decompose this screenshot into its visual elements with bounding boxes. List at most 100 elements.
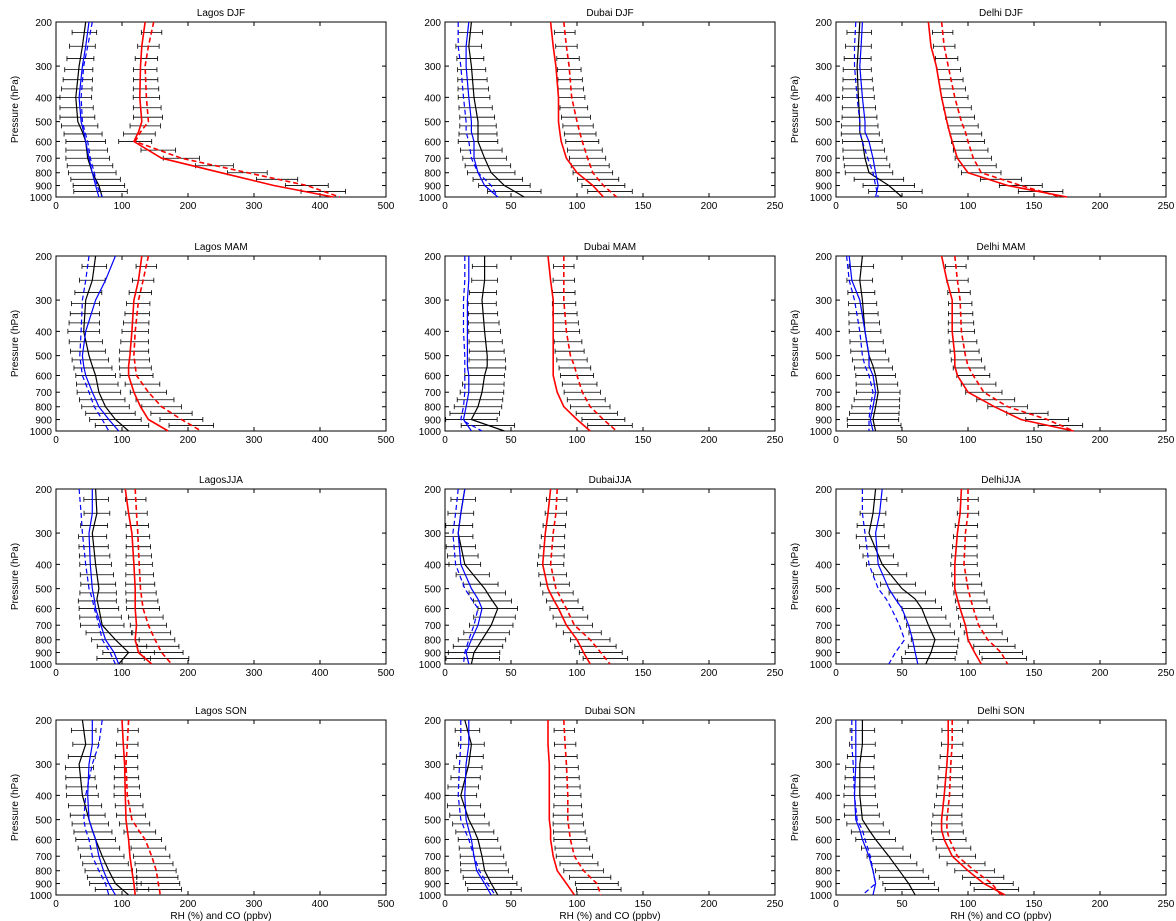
- y-tick-label: 800: [35, 867, 52, 878]
- y-tick-label: 800: [815, 403, 832, 414]
- rh-observed-line: [83, 255, 129, 432]
- x-axis-label: RH (%) and CO (ppbv): [170, 911, 271, 921]
- x-tick-label: 0: [53, 899, 59, 910]
- y-tick-label: 300: [815, 760, 832, 771]
- y-tick-label: 900: [35, 880, 52, 891]
- x-tick-label: 250: [1158, 668, 1175, 679]
- rh-model-line: [457, 488, 483, 665]
- x-tick-label: 100: [114, 899, 131, 910]
- x-tick-label: 100: [569, 668, 586, 679]
- x-tick-label: 500: [378, 435, 395, 446]
- co-observed-line: [547, 255, 591, 432]
- co-model-line: [954, 255, 1074, 432]
- rh-model-line: [853, 720, 877, 896]
- x-tick-label: 50: [896, 201, 908, 212]
- y-tick-label: 500: [35, 585, 52, 596]
- x-tick-label: 250: [1158, 899, 1175, 910]
- x-tick-label: 150: [1026, 201, 1043, 212]
- y-tick-label: 800: [424, 867, 441, 878]
- x-tick-label: 400: [312, 899, 329, 910]
- y-tick-label: 900: [424, 416, 441, 427]
- rh-observed-line: [78, 719, 129, 896]
- y-tick-label: 500: [424, 352, 441, 363]
- chart-title: Delhi DJF: [979, 8, 1023, 19]
- x-tick-label: 250: [767, 899, 784, 910]
- y-tick-label: 800: [35, 403, 52, 414]
- y-tick-label: 600: [35, 371, 52, 382]
- y-tick-label: 600: [815, 371, 832, 382]
- rh-observed-line: [457, 488, 499, 665]
- x-tick-label: 300: [246, 899, 263, 910]
- rh-observed-line: [859, 720, 916, 896]
- x-tick-label: 250: [767, 201, 784, 212]
- x-tick-label: 0: [833, 899, 839, 910]
- y-tick-label: 500: [35, 118, 52, 129]
- y-tick-label: 200: [424, 485, 441, 496]
- co-model-line: [549, 488, 611, 665]
- co-model-line: [963, 489, 1009, 665]
- x-tick-label: 0: [442, 435, 448, 446]
- x-tick-label: 150: [1026, 899, 1043, 910]
- y-tick-label: 500: [424, 585, 441, 596]
- x-tick-label: 200: [180, 201, 197, 212]
- y-tick-label: 400: [815, 560, 832, 571]
- plot-frame: [55, 21, 387, 198]
- y-axis-label: Pressure (hPa): [790, 543, 801, 610]
- rh-model-line: [848, 255, 877, 432]
- co-model-line: [946, 720, 1002, 896]
- y-tick-label: 900: [424, 182, 441, 193]
- co-observed-line: [940, 720, 1006, 896]
- chart-title: DubaiJJA: [589, 475, 632, 486]
- plot-frame: [835, 719, 1167, 896]
- y-tick-label: 700: [424, 621, 441, 632]
- y-tick-label: 400: [35, 560, 52, 571]
- x-tick-label: 200: [180, 435, 197, 446]
- x-tick-label: 100: [569, 899, 586, 910]
- y-tick-label: 700: [35, 388, 52, 399]
- y-tick-label: 700: [815, 388, 832, 399]
- rh-observed-line: [868, 488, 936, 665]
- x-tick-label: 250: [767, 668, 784, 679]
- x-tick-label: 200: [1092, 899, 1109, 910]
- x-tick-label: 400: [312, 435, 329, 446]
- y-tick-label: 400: [35, 791, 52, 802]
- x-tick-label: 200: [1092, 668, 1109, 679]
- chart-title: Dubai SON: [585, 706, 636, 717]
- plot-frame: [444, 255, 776, 432]
- x-tick-label: 100: [114, 668, 131, 679]
- y-tick-label: 200: [35, 18, 52, 29]
- plot-frame: [444, 21, 776, 198]
- rh-model-2-line: [861, 489, 906, 665]
- x-tick-label: 500: [378, 668, 395, 679]
- x-axis-label: RH (%) and CO (ppbv): [950, 911, 1051, 921]
- x-tick-label: 150: [635, 201, 652, 212]
- x-tick-label: 200: [701, 201, 718, 212]
- chart-title: Dubai MAM: [584, 242, 636, 253]
- x-tick-label: 0: [833, 201, 839, 212]
- y-tick-label: 400: [35, 93, 52, 104]
- x-tick-label: 200: [701, 899, 718, 910]
- x-tick-label: 250: [1158, 435, 1175, 446]
- x-tick-label: 0: [53, 201, 59, 212]
- y-tick-label: 700: [815, 621, 832, 632]
- y-tick-label: 1000: [810, 891, 833, 902]
- x-tick-label: 200: [701, 435, 718, 446]
- y-tick-label: 400: [424, 327, 441, 338]
- chart-title: LagosJJA: [199, 475, 243, 486]
- y-tick-label: 700: [35, 852, 52, 863]
- co-model-line: [562, 256, 618, 432]
- y-tick-label: 200: [35, 485, 52, 496]
- co-model-line: [133, 255, 202, 432]
- x-tick-label: 100: [569, 435, 586, 446]
- y-tick-label: 500: [815, 352, 832, 363]
- rh-model-line: [859, 21, 879, 198]
- y-tick-label: 1000: [419, 891, 442, 902]
- y-axis-label: Pressure (hPa): [790, 774, 801, 841]
- x-tick-label: 200: [701, 668, 718, 679]
- rh-model-line: [81, 255, 120, 432]
